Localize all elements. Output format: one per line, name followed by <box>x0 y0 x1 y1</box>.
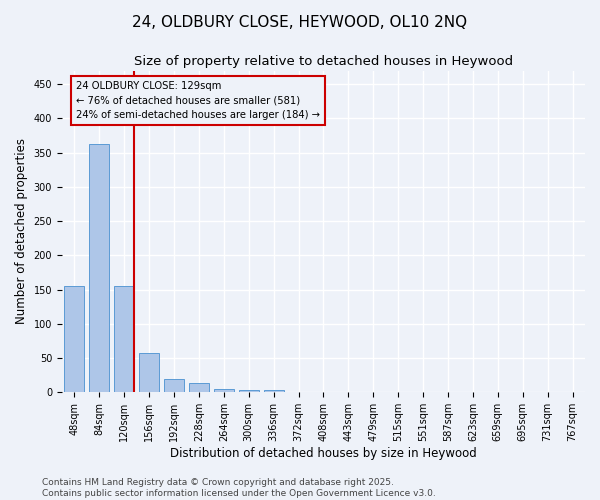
Bar <box>114 286 134 393</box>
Title: Size of property relative to detached houses in Heywood: Size of property relative to detached ho… <box>134 55 513 68</box>
Text: 24, OLDBURY CLOSE, HEYWOOD, OL10 2NQ: 24, OLDBURY CLOSE, HEYWOOD, OL10 2NQ <box>133 15 467 30</box>
Bar <box>189 383 209 392</box>
Text: 24 OLDBURY CLOSE: 129sqm
← 76% of detached houses are smaller (581)
24% of semi-: 24 OLDBURY CLOSE: 129sqm ← 76% of detach… <box>76 81 320 120</box>
X-axis label: Distribution of detached houses by size in Heywood: Distribution of detached houses by size … <box>170 447 477 460</box>
Bar <box>263 390 284 392</box>
Bar <box>89 144 109 392</box>
Y-axis label: Number of detached properties: Number of detached properties <box>15 138 28 324</box>
Text: Contains HM Land Registry data © Crown copyright and database right 2025.
Contai: Contains HM Land Registry data © Crown c… <box>42 478 436 498</box>
Bar <box>239 390 259 392</box>
Bar <box>64 286 85 393</box>
Bar <box>214 389 234 392</box>
Bar <box>139 354 159 393</box>
Bar <box>164 380 184 392</box>
